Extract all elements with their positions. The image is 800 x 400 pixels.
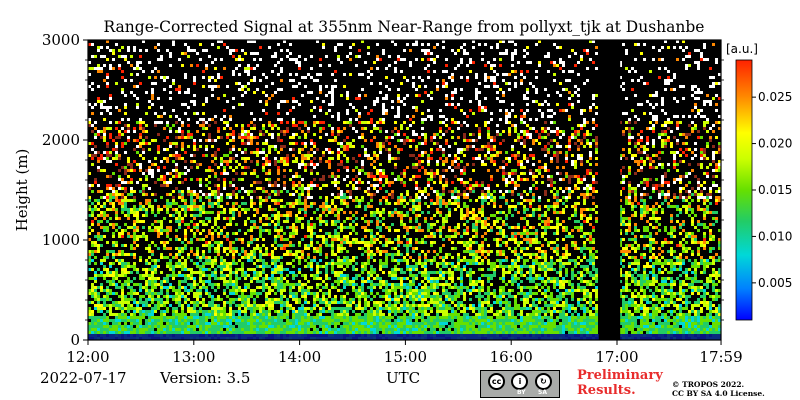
colorbar-tick-label: 0.010 xyxy=(758,229,792,243)
x-tick-label: 14:00 xyxy=(278,348,321,366)
y-tick-label: 2000 xyxy=(42,131,80,149)
colorbar xyxy=(735,59,753,321)
date-label: 2022-07-17 xyxy=(40,369,127,387)
x-axis-label: UTC xyxy=(386,369,421,387)
chart-title: Range-Corrected Signal at 355nm Near-Ran… xyxy=(104,18,705,36)
version-label: Version: 3.5 xyxy=(160,369,251,387)
surface-band xyxy=(88,334,721,340)
sa-circle-icon: ↻ xyxy=(534,373,552,390)
y-axis: 0 1000 2000 3000 xyxy=(42,31,724,349)
colorbar-unit-label: [a.u.] xyxy=(726,42,758,56)
colorbar-tick-label: 0.005 xyxy=(758,276,792,290)
heatmap-layer xyxy=(88,40,721,340)
x-tick-label: 17:59 xyxy=(699,348,742,366)
copyright-notice: © TROPOS 2022. CC BY SA 4.0 License. xyxy=(672,380,765,398)
colorbar-tick-label: 0.020 xyxy=(758,137,792,151)
sa-label: SA xyxy=(538,389,547,396)
copyright-line-1: © TROPOS 2022. xyxy=(672,380,745,389)
by-label: BY xyxy=(517,389,526,396)
data-gap xyxy=(599,40,621,340)
copyright-line-2: CC BY SA 4.0 License. xyxy=(672,389,765,398)
preliminary-line-2: Results. xyxy=(577,383,636,398)
by-person-icon: i xyxy=(511,373,529,390)
x-tick-label: 12:00 xyxy=(66,348,109,366)
x-tick-label: 16:00 xyxy=(490,348,533,366)
x-axis: 12:00 13:00 14:00 15:00 16:00 17:00 17:59 xyxy=(66,340,743,366)
cc-license-badge: cc i ↻ BY SA xyxy=(480,370,560,398)
cc-icon: cc xyxy=(488,373,506,390)
colorbar-ticks: 0.005 0.010 0.015 0.020 0.025 xyxy=(752,90,792,290)
y-axis-label: Height (m) xyxy=(13,149,31,232)
x-tick-label: 13:00 xyxy=(172,348,215,366)
preliminary-notice: Preliminary Results. xyxy=(577,368,663,398)
x-tick-label: 15:00 xyxy=(384,348,427,366)
y-tick-label: 1000 xyxy=(42,231,80,249)
x-tick-label: 17:00 xyxy=(595,348,638,366)
preliminary-line-1: Preliminary xyxy=(577,368,663,383)
y-tick-label: 3000 xyxy=(42,31,80,49)
plot-frame xyxy=(87,39,722,341)
colorbar-tick-label: 0.025 xyxy=(758,90,792,104)
y-tick-label: 0 xyxy=(70,331,80,349)
colorbar-tick-label: 0.015 xyxy=(758,183,792,197)
